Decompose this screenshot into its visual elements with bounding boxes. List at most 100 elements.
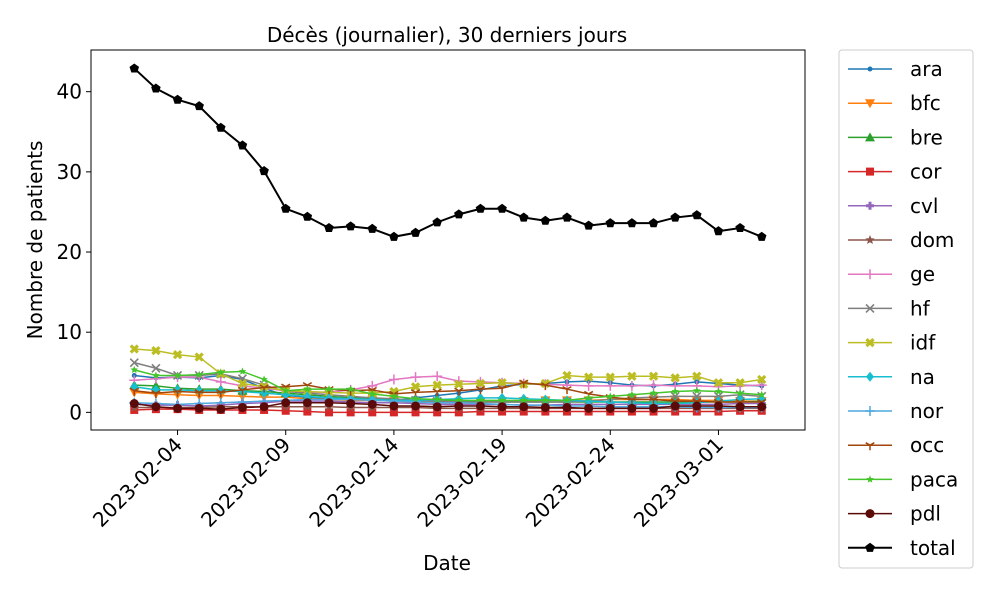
data-point-paca bbox=[346, 385, 355, 393]
legend-entry-cvl: cvl bbox=[848, 194, 938, 218]
data-point-na bbox=[195, 385, 204, 396]
data-point-idf bbox=[432, 380, 442, 390]
data-point-paca bbox=[173, 371, 182, 379]
data-point-pdl bbox=[259, 402, 269, 412]
data-point-pdl bbox=[194, 403, 204, 413]
series-line-occ bbox=[134, 381, 762, 403]
data-point-occ bbox=[172, 388, 183, 397]
series-line-paca bbox=[134, 369, 762, 402]
data-point-idf bbox=[735, 378, 745, 388]
legend-label: paca bbox=[910, 467, 958, 491]
legend-entry-ara: ara bbox=[848, 57, 943, 81]
data-point-pdl bbox=[649, 403, 659, 413]
data-point-pdl bbox=[432, 402, 442, 412]
legend-label: total bbox=[910, 536, 956, 560]
data-point-na bbox=[281, 389, 290, 400]
x-tick-label: 2023-03-01 bbox=[629, 433, 728, 532]
data-point-occ bbox=[237, 386, 248, 395]
data-point-total bbox=[713, 226, 724, 236]
y-tick-label: 10 bbox=[57, 320, 82, 344]
data-point-ge bbox=[756, 380, 767, 391]
data-point-idf bbox=[692, 371, 702, 381]
data-point-pdl bbox=[519, 402, 529, 412]
legend-entry-bre: bre bbox=[848, 125, 943, 149]
legend-label: bfc bbox=[910, 91, 941, 115]
legend-marker-ara bbox=[867, 66, 873, 72]
data-point-hf bbox=[151, 363, 161, 373]
data-point-pdl bbox=[389, 401, 399, 411]
data-point-paca bbox=[390, 392, 398, 400]
data-point-paca bbox=[519, 396, 528, 404]
legend-label: dom bbox=[910, 228, 954, 252]
data-point-na bbox=[216, 385, 225, 396]
x-axis-label: Date bbox=[423, 551, 471, 575]
legend-entry-hf: hf bbox=[848, 296, 931, 320]
legend: ara bfc bre cor cvl dom ge hf idf na nor occ paca pdl… bbox=[838, 49, 974, 569]
legend-entry-nor: nor bbox=[848, 399, 944, 423]
y-axis-label: Nombre de patients bbox=[23, 141, 47, 340]
data-point-paca bbox=[628, 390, 636, 398]
legend-entry-dom: dom bbox=[848, 228, 954, 252]
plot-frame bbox=[90, 49, 806, 431]
y-tick-label: 30 bbox=[57, 160, 82, 184]
x-tick-label: 2023-02-19 bbox=[412, 433, 511, 532]
legend-marker-dom bbox=[865, 235, 875, 245]
data-point-occ bbox=[151, 389, 161, 399]
data-point-paca bbox=[130, 365, 139, 374]
data-point-pdl bbox=[281, 398, 291, 408]
data-point-total bbox=[410, 227, 421, 237]
data-point-pdl bbox=[367, 399, 377, 409]
data-point-idf bbox=[757, 374, 767, 385]
data-point-paca bbox=[541, 396, 550, 404]
data-point-pdl bbox=[324, 398, 334, 408]
data-point-total bbox=[540, 215, 551, 225]
data-point-total bbox=[454, 209, 464, 219]
data-point-idf bbox=[497, 378, 507, 388]
x-tick-label: 2023-02-09 bbox=[196, 433, 295, 532]
data-point-total bbox=[345, 221, 356, 231]
data-point-paca bbox=[433, 395, 441, 403]
data-point-idf bbox=[713, 378, 724, 388]
data-point-na bbox=[260, 388, 269, 399]
data-point-total bbox=[151, 83, 161, 93]
data-point-occ bbox=[216, 389, 226, 398]
legend-entry-occ: occ bbox=[848, 433, 944, 457]
data-point-pdl bbox=[237, 403, 247, 413]
data-point-cor bbox=[303, 407, 312, 416]
data-point-total bbox=[172, 94, 183, 104]
x-tick-label: 2023-02-24 bbox=[521, 433, 620, 532]
data-point-hf bbox=[129, 358, 139, 368]
legend-label: cor bbox=[910, 160, 942, 184]
data-point-pdl bbox=[562, 403, 572, 413]
legend-marker-total bbox=[865, 542, 875, 552]
data-point-paca bbox=[411, 394, 420, 402]
data-point-total bbox=[475, 203, 486, 213]
data-point-idf bbox=[129, 344, 139, 354]
data-point-paca bbox=[217, 368, 225, 376]
data-point-total bbox=[237, 140, 248, 150]
data-point-pdl bbox=[670, 401, 680, 411]
data-point-total bbox=[648, 218, 659, 228]
data-point-idf bbox=[562, 370, 572, 381]
y-axis: 0 10 20 30 40 bbox=[57, 80, 91, 424]
series-pdl bbox=[129, 398, 767, 414]
data-point-paca bbox=[238, 367, 247, 375]
data-point-pdl bbox=[346, 399, 356, 409]
data-point-pdl bbox=[173, 403, 183, 413]
data-point-ge bbox=[215, 376, 226, 387]
data-point-total bbox=[432, 217, 442, 227]
data-point-pdl bbox=[713, 401, 723, 411]
legend-label: hf bbox=[910, 296, 931, 320]
data-point-idf bbox=[151, 346, 161, 356]
data-point-paca bbox=[195, 370, 203, 378]
series-total bbox=[129, 63, 767, 241]
data-point-paca bbox=[649, 389, 658, 397]
series-line-cor bbox=[134, 408, 762, 414]
data-point-cor bbox=[130, 405, 139, 414]
legend-entry-idf: idf bbox=[848, 331, 936, 355]
data-point-total bbox=[692, 210, 702, 220]
data-point-total bbox=[259, 166, 269, 176]
legend-marker-cor bbox=[866, 167, 874, 176]
data-point-cor bbox=[411, 408, 420, 417]
data-point-paca bbox=[693, 386, 701, 394]
